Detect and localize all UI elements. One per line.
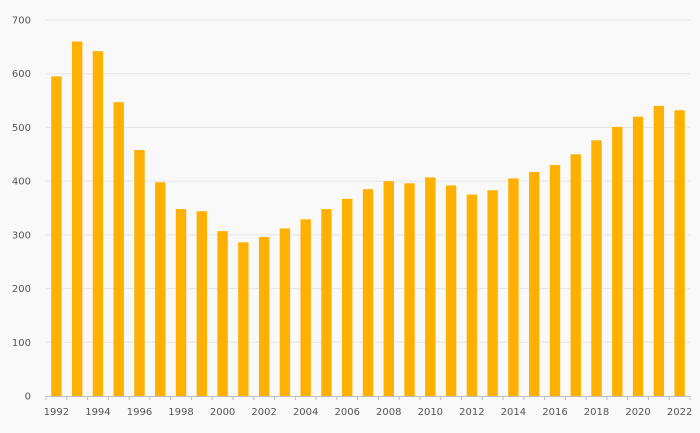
y-tick-label: 400 xyxy=(12,177,31,188)
bar-2018 xyxy=(591,140,602,396)
x-tick-label: 2002 xyxy=(251,407,276,418)
bar-2017 xyxy=(570,154,581,396)
bar-2000 xyxy=(217,231,228,396)
bar-2016 xyxy=(549,165,561,396)
y-tick-label: 100 xyxy=(12,338,31,349)
x-tick-label: 2014 xyxy=(501,407,526,418)
bar-2011 xyxy=(445,185,457,396)
y-tick-label: 300 xyxy=(12,230,31,241)
x-tick-label: 1992 xyxy=(44,407,69,418)
y-tick-label: 600 xyxy=(12,69,31,80)
x-tick-label: 2018 xyxy=(584,407,609,418)
bar-2003 xyxy=(279,228,291,396)
bar-2005 xyxy=(321,209,332,396)
bar-1997 xyxy=(155,182,166,396)
bars xyxy=(51,41,685,397)
bar-2009 xyxy=(404,183,415,396)
y-tick-label: 500 xyxy=(12,123,31,134)
x-tick-label: 1996 xyxy=(127,407,152,418)
y-tick-label: 700 xyxy=(12,16,31,27)
bar-1996 xyxy=(134,149,145,396)
x-tick-label: 2008 xyxy=(376,407,401,418)
bar-2002 xyxy=(258,237,270,396)
bar-2019 xyxy=(612,126,623,396)
bar-2008 xyxy=(383,181,394,396)
y-axis-ticks: 0 100 200 300 400 500 600 700 xyxy=(12,16,31,403)
y-tick-label: 200 xyxy=(12,284,31,295)
bar-1999 xyxy=(196,211,207,396)
x-tick-label: 2022 xyxy=(667,407,692,418)
x-tick-label: 2000 xyxy=(210,407,235,418)
x-tick-label: 2016 xyxy=(542,407,567,418)
bar-1992 xyxy=(51,76,62,397)
bar-2006 xyxy=(342,198,353,396)
x-tick-label: 2020 xyxy=(625,407,650,418)
bar-2010 xyxy=(425,177,436,396)
x-tick-label: 2010 xyxy=(418,407,443,418)
bar-1994 xyxy=(92,51,104,397)
y-tick-label: 0 xyxy=(25,392,31,403)
bar-2012 xyxy=(466,194,478,396)
x-tick-label: 1994 xyxy=(85,407,110,418)
x-tick-label: 2006 xyxy=(334,407,359,418)
x-tick-label: 1998 xyxy=(168,407,193,418)
bar-2022 xyxy=(674,110,685,397)
bar-1995 xyxy=(113,102,124,397)
bar-1993 xyxy=(71,41,83,397)
bar-2001 xyxy=(238,242,249,396)
bar-2020 xyxy=(632,116,644,396)
bar-2015 xyxy=(529,172,540,396)
x-tick-label: 2004 xyxy=(293,407,318,418)
x-tick-label: 2012 xyxy=(459,407,484,418)
bar-2004 xyxy=(300,219,311,396)
bar-2013 xyxy=(487,190,498,396)
bar-1998 xyxy=(175,209,187,396)
bar-2014 xyxy=(508,178,519,396)
bar-2021 xyxy=(653,105,665,396)
x-axis-ticks: 1992 1994 1996 1998 2000 2002 2004 2006 2008 2010… xyxy=(44,396,692,418)
bar-2007 xyxy=(362,189,374,396)
